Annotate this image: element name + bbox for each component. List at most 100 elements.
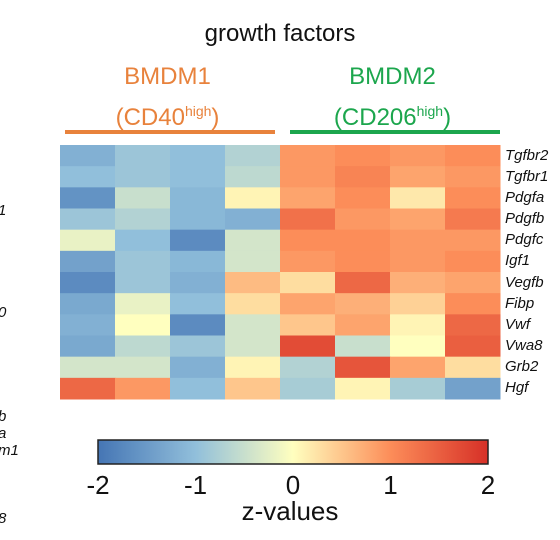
row-label: Tgfbr2 — [505, 146, 549, 164]
heatmap-cell — [280, 229, 336, 252]
heatmap-cell — [60, 335, 116, 358]
heatmap-cell — [390, 187, 446, 209]
heatmap-cell — [225, 314, 281, 336]
heatmap-cell — [280, 356, 336, 379]
heatmap-cell — [445, 377, 501, 400]
heatmap-cell — [225, 377, 281, 400]
group-label-bmdm2: BMDM2 (CD206high) — [285, 60, 500, 135]
side-fragment: a — [0, 425, 6, 442]
heatmap-cell — [445, 208, 501, 231]
heatmap-cell — [225, 229, 281, 252]
heatmap-cell — [115, 272, 171, 294]
heatmap-cell — [335, 293, 391, 315]
heatmap-cell — [280, 145, 336, 167]
heatmap-cell — [445, 335, 501, 358]
heatmap-cell — [390, 272, 446, 294]
heatmap-cell — [335, 166, 391, 188]
heatmap-cell — [170, 229, 226, 252]
heatmap-cell — [280, 187, 336, 209]
heatmap-cell — [390, 208, 446, 231]
heatmap-cell — [115, 293, 171, 315]
heatmap-cell — [280, 208, 336, 231]
heatmap-cell — [170, 356, 226, 379]
heatmap-cell — [225, 293, 281, 315]
heatmap-cell — [335, 229, 391, 252]
heatmap-cell — [60, 272, 116, 294]
heatmap-cell — [445, 250, 501, 273]
heatmap-cell — [115, 145, 171, 167]
heatmap-cell — [280, 166, 336, 188]
heatmap-cell — [60, 356, 116, 379]
heatmap-cell — [60, 377, 116, 400]
heatmap-cell — [170, 187, 226, 209]
row-label: Pdgfa — [505, 188, 545, 206]
heatmap-cell — [280, 377, 336, 400]
heatmap-cell — [225, 208, 281, 231]
heatmap-cell — [390, 250, 446, 273]
heatmap-cell — [225, 250, 281, 273]
side-fragment: m1 — [0, 442, 19, 459]
heatmap-cell — [115, 335, 171, 358]
heatmap-cell — [225, 145, 281, 167]
heatmap-cell — [390, 229, 446, 252]
heatmap-cell — [60, 166, 116, 188]
heatmap-cell — [335, 356, 391, 379]
heatmap-cell — [60, 229, 116, 252]
heatmap-cell — [390, 314, 446, 336]
heatmap-cell — [225, 356, 281, 379]
row-label: Fibp — [505, 294, 535, 312]
colorbar-label: z-values — [241, 496, 339, 526]
heatmap-cell — [60, 293, 116, 315]
heatmap-cell — [335, 314, 391, 336]
row-label: Vegfb — [505, 273, 544, 291]
colorbar-tick-label: -2 — [86, 470, 110, 500]
heatmap-cell — [445, 272, 501, 294]
group-name-bmdm1: BMDM1 — [124, 63, 211, 90]
heatmap-cell — [115, 356, 171, 379]
heatmap-cell — [170, 208, 226, 231]
side-fragment: 8 — [0, 510, 6, 527]
heatmap-cell — [280, 314, 336, 336]
heatmap-cell — [170, 335, 226, 358]
heatmap-cell — [390, 377, 446, 400]
row-label: Igf1 — [505, 252, 531, 270]
colorbar-tick-label: 0 — [285, 470, 301, 500]
side-fragment: b — [0, 408, 6, 425]
heatmap-cell — [445, 293, 501, 315]
heatmap-cell — [445, 145, 501, 167]
side-fragment: 1 — [0, 202, 6, 219]
colorbar-tick-label: -1 — [183, 470, 208, 500]
chart-title: growth factors — [204, 20, 356, 47]
heatmap-cell — [60, 187, 116, 209]
heatmap-cell — [115, 229, 171, 252]
heatmap-cell — [335, 187, 391, 209]
heatmap-cell — [115, 166, 171, 188]
heatmap-cell — [170, 293, 226, 315]
heatmap-cell — [60, 314, 116, 336]
heatmap-cell — [60, 145, 116, 167]
row-label: Grb2 — [505, 358, 539, 376]
heatmap-cell — [335, 272, 391, 294]
group-name-bmdm2: BMDM2 — [349, 63, 436, 90]
row-label: Hgf — [505, 379, 529, 397]
heatmap-cell — [225, 166, 281, 188]
heatmap-cell — [335, 250, 391, 273]
heatmap-cell — [170, 314, 226, 336]
heatmap-cell — [390, 356, 446, 379]
row-label: Vwa8 — [505, 337, 543, 355]
heatmap-cell — [335, 145, 391, 167]
row-label: Tgfbr1 — [505, 167, 549, 185]
heatmap-cell — [445, 356, 501, 379]
heatmap-cell — [60, 208, 116, 231]
colorbar-tick-label: 2 — [480, 470, 496, 500]
heatmap-cell — [445, 166, 501, 188]
heatmap-cell — [280, 335, 336, 358]
heatmap-cell — [225, 335, 281, 358]
heatmap-cell — [115, 187, 171, 209]
heatmap-cell — [445, 314, 501, 336]
colorbar-tick-label: 1 — [383, 470, 398, 500]
group-marker-bmdm1: (CD40high) — [115, 103, 220, 131]
